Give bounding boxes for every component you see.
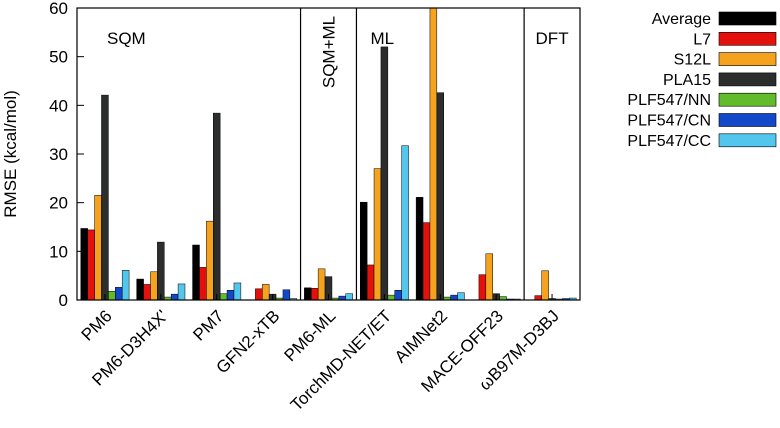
legend-swatch bbox=[718, 31, 777, 46]
bar-0-0 bbox=[80, 228, 88, 301]
legend-label: L7 bbox=[693, 31, 711, 48]
bar-6-1 bbox=[422, 222, 431, 301]
x-tick-label: TorchMD-NET/ET bbox=[287, 306, 395, 414]
bar-7-2 bbox=[485, 253, 493, 301]
bar-0-6 bbox=[121, 270, 130, 301]
legend: Average L7 S12L PLA15 PLF547/NN PLF547/CN PLF5… bbox=[627, 11, 777, 150]
y-tick-label: 10 bbox=[49, 242, 68, 261]
group-label: DFT bbox=[536, 29, 569, 48]
legend-label: PLF547/NN bbox=[627, 92, 711, 109]
bars-layer bbox=[80, 7, 577, 301]
bar-3-2 bbox=[262, 284, 270, 301]
legend-swatch bbox=[718, 72, 777, 87]
y-tick-label: 0 bbox=[59, 291, 68, 310]
bar-5-0 bbox=[359, 201, 368, 301]
bar-1-1 bbox=[143, 284, 151, 301]
legend-label: Average bbox=[652, 11, 711, 28]
bar-2-3 bbox=[213, 112, 221, 301]
legend-swatch bbox=[718, 113, 777, 127]
bar-1-6 bbox=[177, 283, 186, 301]
bar-0-1 bbox=[87, 229, 95, 301]
bar-0-4 bbox=[108, 290, 116, 301]
bar-2-1 bbox=[199, 267, 207, 301]
bar-6-2 bbox=[429, 7, 438, 301]
bar-5-1 bbox=[366, 264, 375, 301]
legend-label: PLF547/CC bbox=[627, 133, 711, 150]
bar-3-1 bbox=[255, 288, 263, 301]
bar-5-2 bbox=[373, 168, 382, 301]
bar-5-4 bbox=[387, 294, 395, 301]
bar-2-2 bbox=[206, 220, 214, 301]
y-tick-label: 30 bbox=[49, 145, 68, 164]
y-axis-label: RMSE (kcal/mol) bbox=[1, 90, 20, 218]
bar-0-3 bbox=[101, 94, 109, 301]
bar-0-2 bbox=[94, 195, 102, 301]
x-tick-label: PM7 bbox=[189, 306, 227, 344]
legend-swatch bbox=[718, 11, 777, 26]
bar-6-3 bbox=[436, 92, 444, 301]
bar-8-1 bbox=[534, 295, 542, 301]
bar-4-0 bbox=[304, 287, 312, 301]
bar-6-0 bbox=[415, 197, 424, 301]
x-tick-label: PM6 bbox=[78, 306, 116, 344]
legend-swatch bbox=[718, 92, 777, 107]
legend-swatch bbox=[718, 52, 777, 66]
legend-label: S12L bbox=[674, 52, 711, 69]
bar-3-5 bbox=[282, 289, 291, 301]
bar-4-2 bbox=[317, 268, 326, 301]
bar-4-1 bbox=[311, 288, 319, 301]
bar-1-2 bbox=[150, 271, 158, 301]
bar-5-5 bbox=[394, 290, 402, 301]
legend-swatch bbox=[718, 133, 777, 148]
y-tick-label: 40 bbox=[49, 96, 68, 115]
bar-0-5 bbox=[115, 287, 123, 301]
bar-2-4 bbox=[219, 293, 228, 301]
y-axis: 0 10 20 30 40 50 60 RMSE (kcal/mol) bbox=[1, 0, 84, 310]
bar-1-0 bbox=[136, 278, 144, 301]
bar-2-6 bbox=[233, 282, 242, 301]
bar-2-5 bbox=[226, 290, 235, 301]
bar-7-1 bbox=[478, 274, 487, 301]
bar-4-6 bbox=[345, 293, 353, 301]
bar-6-6 bbox=[457, 292, 465, 301]
bar-1-3 bbox=[157, 241, 165, 301]
y-tick-label: 20 bbox=[49, 194, 68, 213]
bar-5-6 bbox=[401, 145, 409, 301]
group-label: SQM+ML bbox=[320, 16, 339, 88]
y-tick-label: 60 bbox=[49, 0, 68, 18]
group-label: SQM bbox=[107, 29, 146, 48]
bar-1-5 bbox=[170, 293, 179, 301]
legend-label: PLA15 bbox=[663, 72, 711, 89]
legend-label: PLF547/CN bbox=[627, 113, 711, 130]
group-labels: SQM SQM+ML ML DFT bbox=[107, 16, 569, 88]
bar-2-0 bbox=[192, 244, 200, 301]
bar-8-2 bbox=[541, 270, 549, 301]
bar-6-5 bbox=[450, 294, 458, 301]
group-label: ML bbox=[370, 29, 394, 48]
y-tick-label: 50 bbox=[49, 48, 68, 67]
bar-5-3 bbox=[380, 46, 389, 301]
